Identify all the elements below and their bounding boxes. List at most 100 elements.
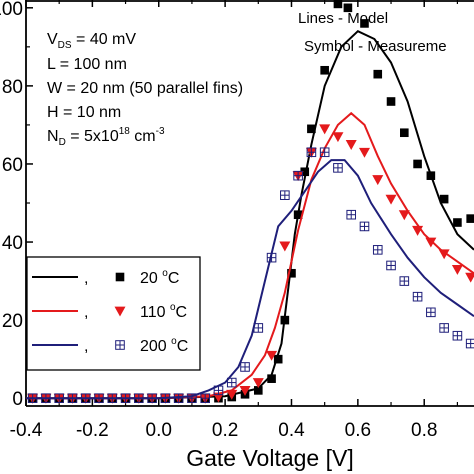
measured-point <box>240 362 250 372</box>
measured-point <box>279 241 291 252</box>
x-tick-label: -0.2 <box>76 420 109 441</box>
measured-point <box>320 65 329 75</box>
measured-point <box>200 393 210 403</box>
measured-point <box>280 190 290 200</box>
measured-point <box>398 210 410 221</box>
measured-point <box>80 393 91 403</box>
measured-point <box>306 147 317 158</box>
legend: , 20 oC, 110 oC, 200 oC <box>26 256 201 371</box>
legend-marker <box>115 340 125 350</box>
measured-point <box>346 209 357 220</box>
height-param: H = 10 nm <box>47 104 121 121</box>
x-axis-label: Gate Voltage [V] <box>186 445 354 471</box>
measured-point <box>94 393 104 403</box>
measured-point <box>252 378 264 389</box>
plot-area: -0.4 -0.2 0.0 0.2 0.4 0.6 0.8 0 20 40 60 80 100 <box>0 0 474 441</box>
measured-point <box>226 377 237 388</box>
y-tick-label: 0 <box>12 389 23 410</box>
measured-point <box>345 140 357 150</box>
measured-point <box>266 252 277 263</box>
measured-point <box>226 389 238 400</box>
vds-param: VDS = 40 mV <box>47 31 136 51</box>
measured-point <box>399 276 410 286</box>
measured-point <box>373 69 383 79</box>
measured-point <box>425 237 437 248</box>
measured-point <box>453 218 462 227</box>
length-param: L = 100 nm <box>47 56 127 73</box>
doping-param: ND = 5x1018 cm-3 <box>47 126 165 148</box>
measured-point <box>41 393 51 403</box>
measured-point <box>273 354 283 364</box>
measured-point <box>465 338 474 349</box>
measured-point <box>253 386 263 395</box>
measured-point <box>413 159 422 169</box>
measured-point <box>438 249 450 260</box>
measured-point <box>134 393 144 403</box>
measured-point <box>358 147 370 158</box>
measured-point <box>120 393 131 403</box>
measured-point <box>332 132 344 143</box>
series-200c <box>26 147 474 403</box>
measured-point <box>173 393 184 403</box>
measured-point <box>293 210 303 220</box>
measured-point <box>187 393 197 403</box>
measured-point <box>239 385 251 396</box>
measured-point <box>160 393 171 403</box>
measured-point <box>307 124 316 134</box>
measured-point <box>319 124 331 135</box>
measured-point <box>386 260 396 271</box>
measured-point <box>67 393 78 403</box>
measured-point <box>359 221 370 232</box>
measured-point <box>385 194 397 205</box>
measured-point <box>266 350 278 361</box>
measured-point <box>253 323 264 333</box>
measured-point <box>54 393 64 403</box>
measured-point <box>426 171 436 180</box>
lines-note: Lines - Model <box>298 10 388 27</box>
measured-point <box>300 167 310 177</box>
measured-point <box>386 97 396 106</box>
legend-separator: , <box>84 304 88 321</box>
x-tick-label: 0.4 <box>278 420 305 441</box>
measured-point <box>287 268 296 278</box>
measured-point <box>333 163 343 173</box>
measured-point <box>412 225 424 236</box>
measured-point <box>27 393 38 403</box>
measured-point <box>412 291 423 302</box>
measured-point <box>452 330 463 341</box>
x-tick-label: 0.8 <box>411 420 437 441</box>
measured-point <box>372 175 384 186</box>
legend-separator: , <box>84 338 88 355</box>
x-tick-label: 0.6 <box>345 420 371 441</box>
y-tick-label: 60 <box>2 155 23 176</box>
measured-point <box>372 245 383 255</box>
x-tick-label: 0.0 <box>146 420 172 441</box>
measured-point <box>147 393 157 403</box>
measured-point <box>319 147 330 158</box>
measured-point <box>107 393 118 403</box>
measured-point <box>343 3 353 13</box>
measured-point <box>426 307 436 318</box>
legend-label: 110 oC <box>140 302 187 321</box>
measured-point <box>465 272 474 283</box>
y-tick-label: 20 <box>2 311 23 332</box>
y-tick-label: 80 <box>2 77 23 98</box>
y-tick-label: 100 <box>0 0 23 20</box>
x-tick-label: -0.4 <box>10 420 43 441</box>
legend-marker <box>115 272 125 282</box>
measured-point <box>439 194 449 204</box>
legend-label: 20 oC <box>140 268 179 287</box>
width-param: W = 20 nm (50 parallel fins) <box>47 80 243 97</box>
measured-point <box>360 19 369 28</box>
measured-point <box>293 170 303 181</box>
legend-box <box>26 256 201 371</box>
measured-point <box>466 214 474 223</box>
legend-label: 200 oC <box>140 336 188 355</box>
measured-point <box>267 374 276 383</box>
measured-point <box>451 264 463 275</box>
measured-point <box>333 0 343 9</box>
symbol-note: Symbol - Measureme <box>304 38 447 55</box>
x-tick-label: 0.2 <box>212 420 238 441</box>
legend-separator: , <box>84 270 88 287</box>
